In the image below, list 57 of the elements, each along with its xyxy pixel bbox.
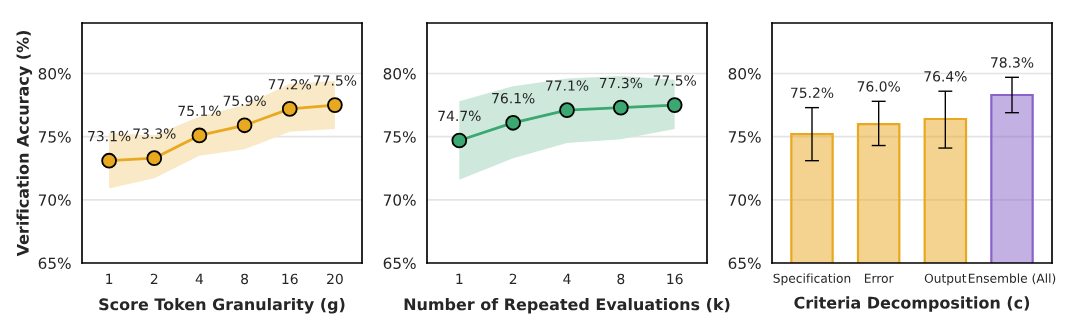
x-axis-title: Score Token Granularity (g) <box>99 297 345 314</box>
data-label: 75.1% <box>178 105 221 117</box>
y-axis-title: Verification Accuracy (%) <box>16 31 33 257</box>
x-tick-label: 1 <box>456 273 463 284</box>
x-tick-label: 16 <box>282 273 298 285</box>
x-tick-label: Error <box>864 273 894 283</box>
x-tick-label: 8 <box>241 273 249 285</box>
y-tick-label: 80% <box>728 67 761 80</box>
y-tick-label: 65% <box>728 257 761 270</box>
point <box>612 99 629 116</box>
data-label: 75.2% <box>791 87 834 98</box>
x-axis-title: Criteria Decomposition (c) <box>794 296 1030 312</box>
x-tick-label: 1 <box>106 273 113 284</box>
x-tick-label: Output <box>924 273 967 286</box>
data-label: 77.5% <box>653 75 696 86</box>
y-tick-label: 65% <box>38 257 71 270</box>
point <box>146 150 163 167</box>
y-tick-label: 65% <box>383 257 416 270</box>
x-tick-label: 2 <box>509 273 517 284</box>
y-tick-label: 80% <box>383 67 416 80</box>
point <box>505 114 522 131</box>
point <box>191 127 208 144</box>
data-label: 76.4% <box>924 71 967 82</box>
data-label: 76.1% <box>492 92 535 104</box>
data-label: 73.3% <box>133 128 176 139</box>
point <box>666 97 683 113</box>
y-tick-label: 70% <box>383 194 416 206</box>
y-tick-label: 70% <box>38 194 71 206</box>
y-tick-label: 75% <box>728 131 761 143</box>
x-tick-label: 20 <box>327 273 343 285</box>
data-label: 75.9% <box>223 95 266 106</box>
x-tick-label: Ensemble (All) <box>968 273 1056 285</box>
point <box>236 117 253 134</box>
y-tick-label: 70% <box>728 194 761 206</box>
y-tick-label: 80% <box>38 67 71 80</box>
data-label: 77.1% <box>546 80 589 91</box>
x-axis-title: Number of Repeated Evaluations (k) <box>404 297 730 314</box>
data-label: 77.2% <box>268 79 312 90</box>
x-tick-label: 4 <box>563 273 571 284</box>
x-tick-label: 4 <box>195 273 204 284</box>
x-tick-label: 16 <box>667 273 683 285</box>
data-label: 78.3% <box>991 57 1034 68</box>
data-label: 77.5% <box>313 75 357 86</box>
x-tick-label: 8 <box>617 273 625 285</box>
x-tick-label: 2 <box>150 273 158 284</box>
y-tick-label: 75% <box>38 131 71 143</box>
data-label: 77.3% <box>599 77 643 89</box>
point <box>101 152 117 169</box>
data-label: 73.1% <box>88 130 131 142</box>
point <box>327 97 343 113</box>
data-label: 76.0% <box>857 81 900 92</box>
point <box>451 132 468 149</box>
data-label: 74.7% <box>438 110 481 122</box>
point <box>281 101 298 117</box>
y-tick-label: 75% <box>383 131 416 143</box>
point <box>559 102 575 119</box>
x-tick-label: Specification <box>773 273 851 286</box>
